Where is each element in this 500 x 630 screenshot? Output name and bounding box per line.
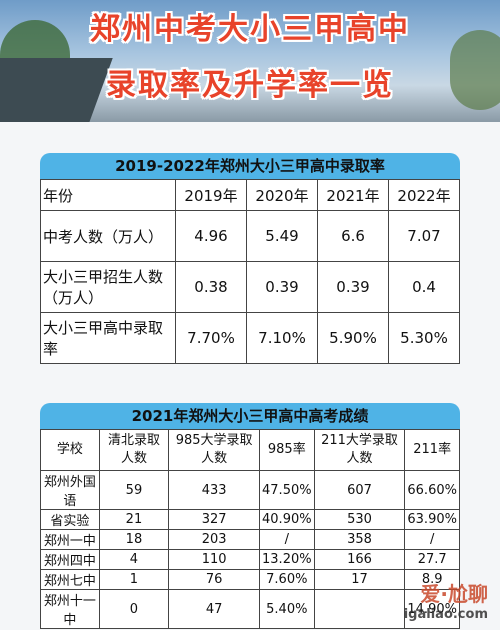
table-cell: 省实验 — [40, 509, 100, 530]
hero-banner — [0, 0, 500, 122]
table-cell: 76 — [168, 569, 261, 590]
table-cell: 学校 — [40, 429, 100, 471]
table-row: 郑州外国语 59 433 47.50% 607 66.60% — [40, 470, 460, 510]
table-cell: 63.90% — [404, 509, 460, 530]
table-cell: 358 — [313, 529, 406, 550]
table-title: 2021年郑州大小三甲高中高考成绩 — [40, 403, 460, 429]
table-title: 2019-2022年郑州大小三甲高中录取率 — [40, 153, 460, 179]
table-cell: 110 — [168, 549, 261, 570]
table-card: 2021年郑州大小三甲高中高考成绩 学校 清北录取人数 985大学录取人数 985率 2… — [40, 403, 460, 629]
table-card: 2019-2022年郑州大小三甲高中录取率 年份 2019年 2020年 2021年 2… — [40, 153, 460, 364]
table-row: 郑州一中 18 203/358/ — [40, 529, 460, 550]
table-cell: 7.07 — [388, 210, 460, 262]
table-cell: 郑州七中 — [40, 569, 100, 590]
table-cell: 郑州一中 — [40, 529, 100, 550]
table-cell: 66.60% — [404, 470, 460, 510]
table-cell — [313, 589, 406, 629]
table-cell: 4.96 — [175, 210, 247, 262]
table-row: 郑州七中 1 76 7.60% 17 8.9 — [40, 569, 460, 590]
table-cell: 2022年 — [388, 179, 460, 211]
table-cell: 985大学录取人数 — [168, 429, 261, 471]
table-cell: 1 — [98, 569, 170, 590]
table-cell: 7.10% — [246, 312, 318, 364]
table-cell: 327 — [168, 509, 261, 530]
table-cell: 0.39 — [317, 261, 389, 313]
table-row: 郑州十一中 0 47 5.40% 14.90% — [40, 589, 460, 629]
table-row: 中考人数（万人） 4.96 5.49 6.6 7.07 — [40, 210, 460, 262]
table-cell: 211大学录取人数 — [313, 429, 406, 471]
table-cell: 中考人数（万人） — [40, 210, 176, 262]
table-cell: 211率 — [404, 429, 460, 471]
table-row: 省实验 21 327 40.90% 530 63.90% — [40, 509, 460, 530]
title: 郑州中考大小三甲高中 — [90, 12, 410, 47]
watermark-brand: 爱·尬聊 — [420, 582, 488, 606]
watermark: 爱·尬聊 igaliao.com — [404, 578, 488, 622]
table-cell: 2021年 — [317, 179, 389, 211]
table-cell: / — [404, 529, 460, 550]
table-cell: 166 — [313, 549, 406, 570]
tree — [450, 30, 500, 110]
table-row: 学校 清北录取人数 985大学录取人数 985率 211大学录取人数 211率 — [40, 429, 460, 471]
table-cell: 17 — [313, 569, 406, 590]
table-cell: 47 — [168, 589, 261, 629]
table-cell: 13.20% — [259, 549, 315, 570]
table-row: 大小三甲高中录取率 7.70% 7.10% 5.90% 5.30% — [40, 312, 460, 364]
table-cell: 203 — [168, 529, 261, 550]
table-cell: 4 — [98, 549, 170, 570]
table: 学校 清北录取人数 985大学录取人数 985率 211大学录取人数 211率 郑州外国语 5… — [40, 429, 460, 629]
title: 录取率及升学率一览 — [106, 68, 394, 103]
table-cell: 年份 — [40, 179, 176, 211]
table-cell: 0.39 — [246, 261, 318, 313]
table: 年份 2019年 2020年 2021年 2022年 中考人数（万人） 4.96 5.49 6.… — [40, 179, 460, 364]
table-cell: 7.70% — [175, 312, 247, 364]
table-cell: 433 — [168, 470, 261, 510]
table-cell: 郑州四中 — [40, 549, 100, 570]
table-cell: 2019年 — [175, 179, 247, 211]
table-cell: 27.7 — [404, 549, 460, 570]
watermark-site: igaliao.com — [403, 607, 488, 622]
table-cell: 40.90% — [259, 509, 315, 530]
table-cell: 530 — [313, 509, 406, 530]
table-row: 年份 2019年 2020年 2021年 2022年 — [40, 179, 460, 211]
table-cell: 5.40% — [259, 589, 315, 629]
table-cell: 大小三甲高中录取率 — [40, 312, 176, 364]
table-cell: 607 — [313, 470, 406, 510]
table-cell: 7.60% — [259, 569, 315, 590]
table-cell: 郑州外国语 — [40, 470, 100, 510]
table-cell: 5.30% — [388, 312, 460, 364]
table-cell: 47.50% — [259, 470, 315, 510]
table-cell: 0 — [98, 589, 170, 629]
table-cell: 6.6 — [317, 210, 389, 262]
table-cell: 清北录取人数 — [98, 429, 170, 471]
table-cell: / — [259, 529, 315, 550]
table-cell: 5.49 — [246, 210, 318, 262]
table-cell: 18 — [98, 529, 170, 550]
table-cell: 21 — [98, 509, 170, 530]
table-cell: 0.4 — [388, 261, 460, 313]
table-cell: 985率 — [259, 429, 315, 471]
table-cell: 14.90% — [404, 589, 460, 629]
table-cell: 59 — [98, 470, 170, 510]
table-row: 大小三甲招生人数（万人） 0.38 0.39 0.39 0.4 — [40, 261, 460, 313]
table-cell: 大小三甲招生人数（万人） — [40, 261, 176, 313]
table-cell: 郑州十一中 — [40, 589, 100, 629]
table-cell: 2020年 — [246, 179, 318, 211]
table-cell: 5.90% — [317, 312, 389, 364]
table-cell: 0.38 — [175, 261, 247, 313]
table-row: 郑州四中 4 110 13.20% 166 27.7 — [40, 549, 460, 570]
